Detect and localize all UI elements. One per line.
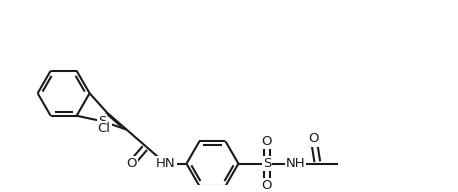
Text: O: O: [126, 157, 137, 170]
Text: Cl: Cl: [98, 122, 110, 135]
Text: S: S: [263, 157, 271, 170]
Text: NH: NH: [286, 157, 305, 170]
Text: S: S: [98, 115, 106, 128]
Text: HN: HN: [156, 157, 175, 170]
Text: O: O: [262, 179, 272, 192]
Text: O: O: [262, 135, 272, 148]
Text: O: O: [308, 132, 319, 146]
